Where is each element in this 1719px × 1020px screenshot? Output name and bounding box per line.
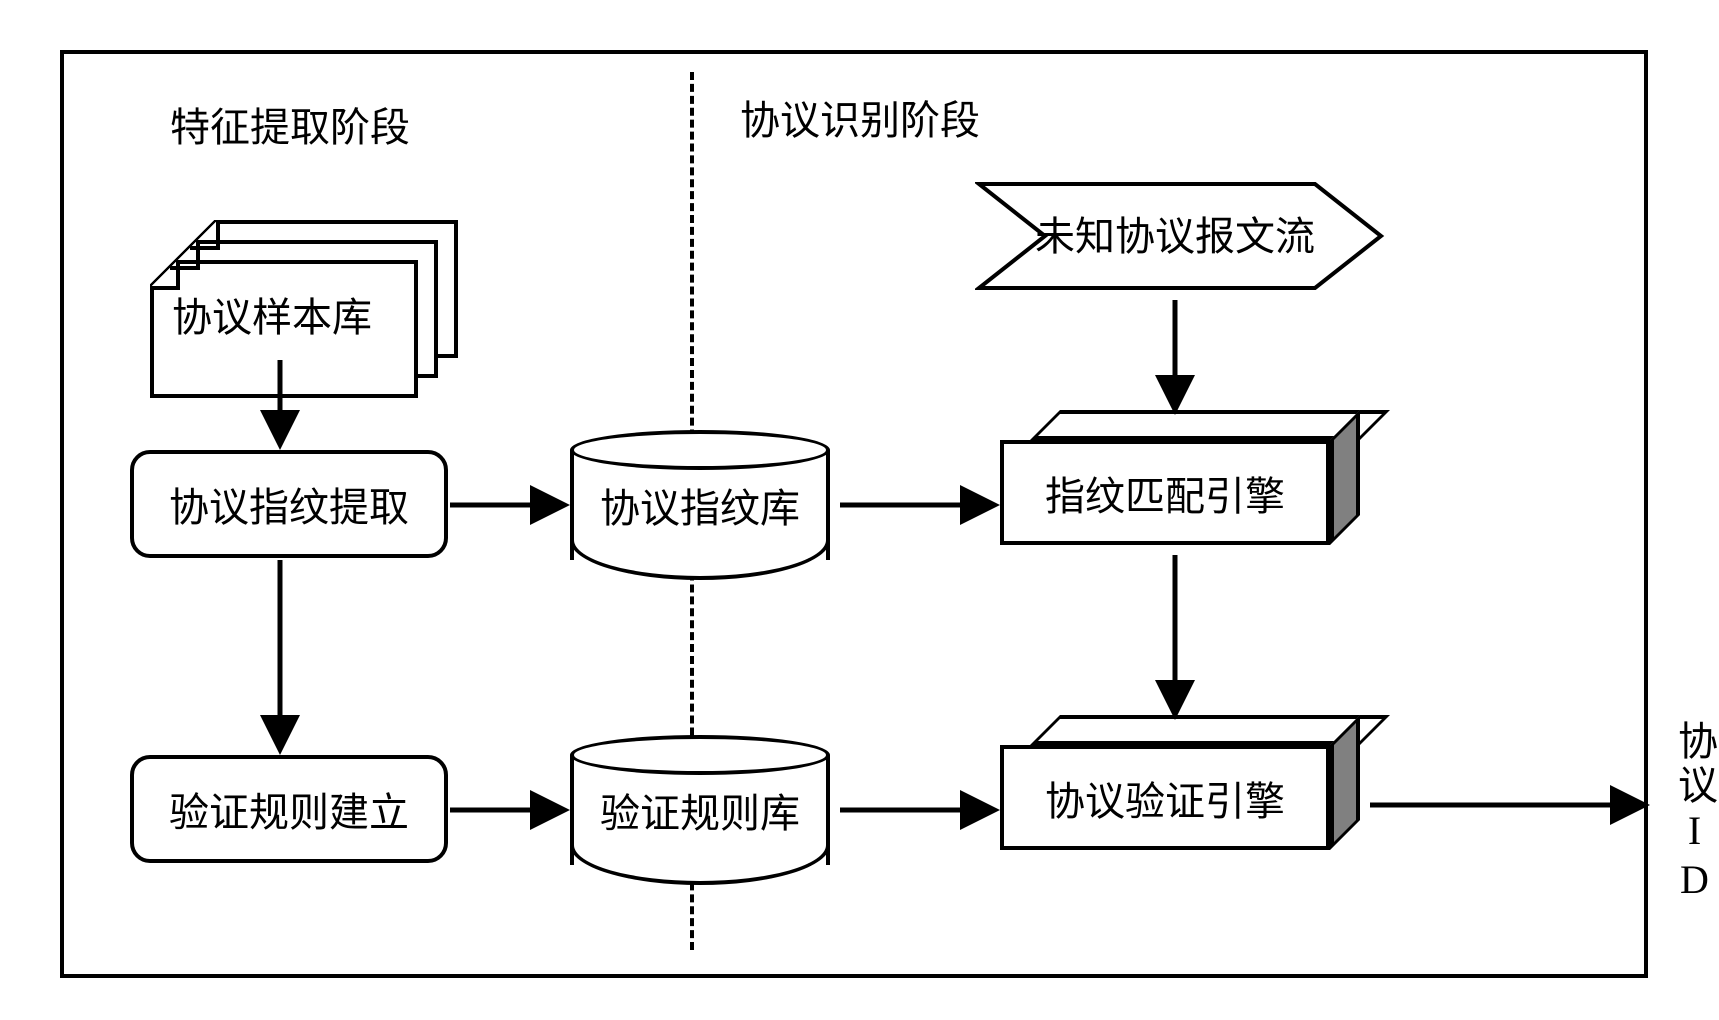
fingerprint-db: 协议指纹库 <box>570 430 830 580</box>
phase-label-right: 协议识别阶段 <box>740 88 980 146</box>
diagram-canvas: 特征提取阶段 协议识别阶段 协议样本库 协议指纹提取 验证规则建立 协议指纹库 … <box>20 20 1719 1000</box>
rule-db-label: 验证规则库 <box>600 781 800 839</box>
rule-build-label: 验证规则建立 <box>169 780 409 838</box>
fingerprint-engine-label: 指纹匹配引擎 <box>1045 464 1285 522</box>
phase-label-left: 特征提取阶段 <box>170 95 410 153</box>
verify-engine-label: 协议验证引擎 <box>1045 769 1285 827</box>
sample-library-label: 协议样本库 <box>172 285 372 343</box>
fingerprint-engine: 指纹匹配引擎 <box>1000 410 1360 545</box>
unknown-flow-banner: 未知协议报文流 <box>975 180 1405 300</box>
fingerprint-extract-box: 协议指纹提取 <box>130 450 448 558</box>
rule-build-box: 验证规则建立 <box>130 755 448 863</box>
verify-engine: 协议验证引擎 <box>1000 715 1360 850</box>
rule-db: 验证规则库 <box>570 735 830 885</box>
unknown-flow-label: 未知协议报文流 <box>1035 214 1315 259</box>
fingerprint-extract-label: 协议指纹提取 <box>169 475 409 533</box>
fingerprint-db-label: 协议指纹库 <box>600 476 800 534</box>
output-protocol-id: 协议ID <box>1665 720 1719 906</box>
